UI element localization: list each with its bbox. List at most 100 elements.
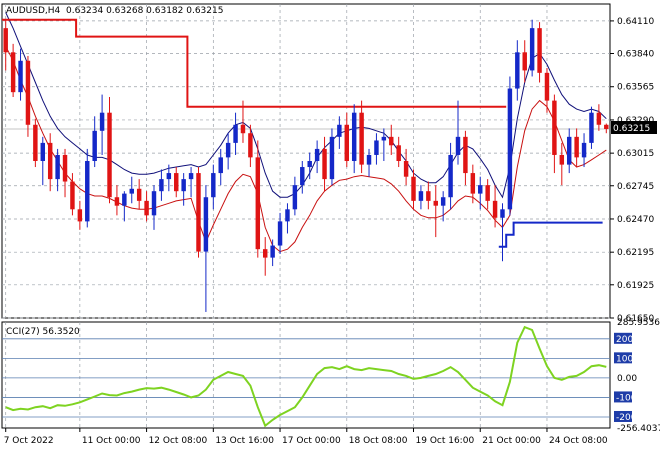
candle-body <box>433 200 438 206</box>
candle-body <box>233 124 238 143</box>
upper-band-line <box>5 12 607 199</box>
candle-body <box>389 136 394 146</box>
candle-body <box>559 154 565 165</box>
candle-body <box>159 179 164 192</box>
candle-body <box>529 28 535 71</box>
candle-body <box>366 154 372 165</box>
candle-body <box>522 52 527 71</box>
cci-level-badge <box>614 332 632 344</box>
cci-pane-frame <box>1 321 611 429</box>
candle-body <box>596 112 602 125</box>
candle-body <box>470 173 476 194</box>
y-tick-label: 0.61925 <box>617 281 654 291</box>
cci-line <box>5 325 607 428</box>
candle-body <box>574 136 579 158</box>
candle-body <box>300 167 305 186</box>
candle-body <box>292 185 298 210</box>
candle-body <box>337 124 342 137</box>
candle-body <box>581 142 587 158</box>
x-tick-label: 13 Oct 16:00 <box>215 436 274 446</box>
candle-body <box>248 133 253 158</box>
cci-pane-grid <box>2 322 610 428</box>
current-price-label: 0.63215 <box>613 124 650 134</box>
y-tick-label: 0.63840 <box>617 50 654 60</box>
candle-body <box>374 140 379 155</box>
candle-body <box>166 173 172 180</box>
candle-body <box>566 136 572 165</box>
trailing-stop-up-line <box>498 221 603 248</box>
candle-body <box>181 179 186 192</box>
candle-body <box>3 28 8 53</box>
candle-body <box>448 154 453 198</box>
y-tick-label: 0.63290 <box>617 116 654 126</box>
cci-level-badge <box>614 391 632 403</box>
cci-tick-label: -256.4037 <box>617 424 660 434</box>
cci-tick-label: -200 <box>616 413 637 423</box>
candle-body <box>92 130 97 161</box>
candle-body <box>47 142 53 180</box>
candle-body <box>270 245 275 258</box>
candle-body <box>62 154 68 182</box>
candle-body <box>492 200 498 218</box>
candle-body <box>403 161 409 177</box>
x-tick-label: 24 Oct 08:00 <box>549 436 608 446</box>
candle-body <box>307 161 312 168</box>
x-tick-label: 12 Oct 08:00 <box>149 436 208 446</box>
cci-tick-label: 285.9536 <box>617 318 660 328</box>
candle-body <box>329 136 335 180</box>
candle-body <box>455 136 461 155</box>
candle-body <box>515 52 520 89</box>
cci-title: CCI(27) 56.3520 <box>6 327 80 337</box>
candle-body <box>122 193 127 206</box>
trailing-stop-down-line <box>2 18 507 108</box>
candle-body <box>174 173 179 192</box>
candle-body <box>99 112 105 131</box>
candle-body <box>478 185 483 194</box>
y-tick-label: 0.63015 <box>617 149 654 159</box>
cci-series-line <box>5 325 607 428</box>
candle-body <box>240 124 246 134</box>
y-tick-label: 0.62195 <box>617 248 654 258</box>
candle-body <box>55 154 60 180</box>
x-tick-label: 19 Oct 16:00 <box>416 436 475 446</box>
x-tick-label: 11 Oct 00:00 <box>82 436 141 446</box>
cci-tick-label: 200 <box>616 335 633 345</box>
y-tick-label: 0.62745 <box>617 182 654 192</box>
candle-body <box>188 173 194 180</box>
stop-lines <box>2 18 603 248</box>
candle-body <box>196 173 201 252</box>
cci-tick-label: 0.00 <box>617 374 637 384</box>
candle-body <box>40 142 46 161</box>
ohlc-label: 0.63234 0.63268 0.63182 0.63215 <box>66 6 223 16</box>
candle-body <box>262 249 268 258</box>
y-tick-label: 0.63565 <box>617 83 654 93</box>
candle-body <box>426 191 431 201</box>
candle-body <box>77 209 83 222</box>
candle-body <box>255 157 261 250</box>
candle-body <box>225 142 231 158</box>
candle-body <box>463 136 468 174</box>
candle-body <box>129 188 134 194</box>
candle-body <box>85 161 90 222</box>
candle-body <box>359 112 364 165</box>
candle-body <box>485 185 490 201</box>
y-tick-label: 0.62470 <box>617 215 654 225</box>
candle-body <box>537 28 542 73</box>
candle-body <box>211 173 216 198</box>
cci-tick-label: -100 <box>616 393 637 403</box>
current-price-marker <box>611 121 657 134</box>
y-tick-label: 0.61650 <box>617 314 654 324</box>
candle-body <box>151 191 157 216</box>
x-tick-label: 7 Oct 2022 <box>4 436 54 446</box>
candle-body <box>25 60 31 125</box>
candle-body <box>203 197 209 252</box>
candle-body <box>418 191 424 201</box>
candle-body <box>381 136 387 141</box>
candle-body <box>114 197 120 206</box>
x-tick-label: 17 Oct 00:00 <box>282 436 341 446</box>
candle-body <box>10 52 16 93</box>
candle-body <box>440 197 446 206</box>
cci-level-badge <box>614 410 632 422</box>
candle-body <box>33 124 38 161</box>
